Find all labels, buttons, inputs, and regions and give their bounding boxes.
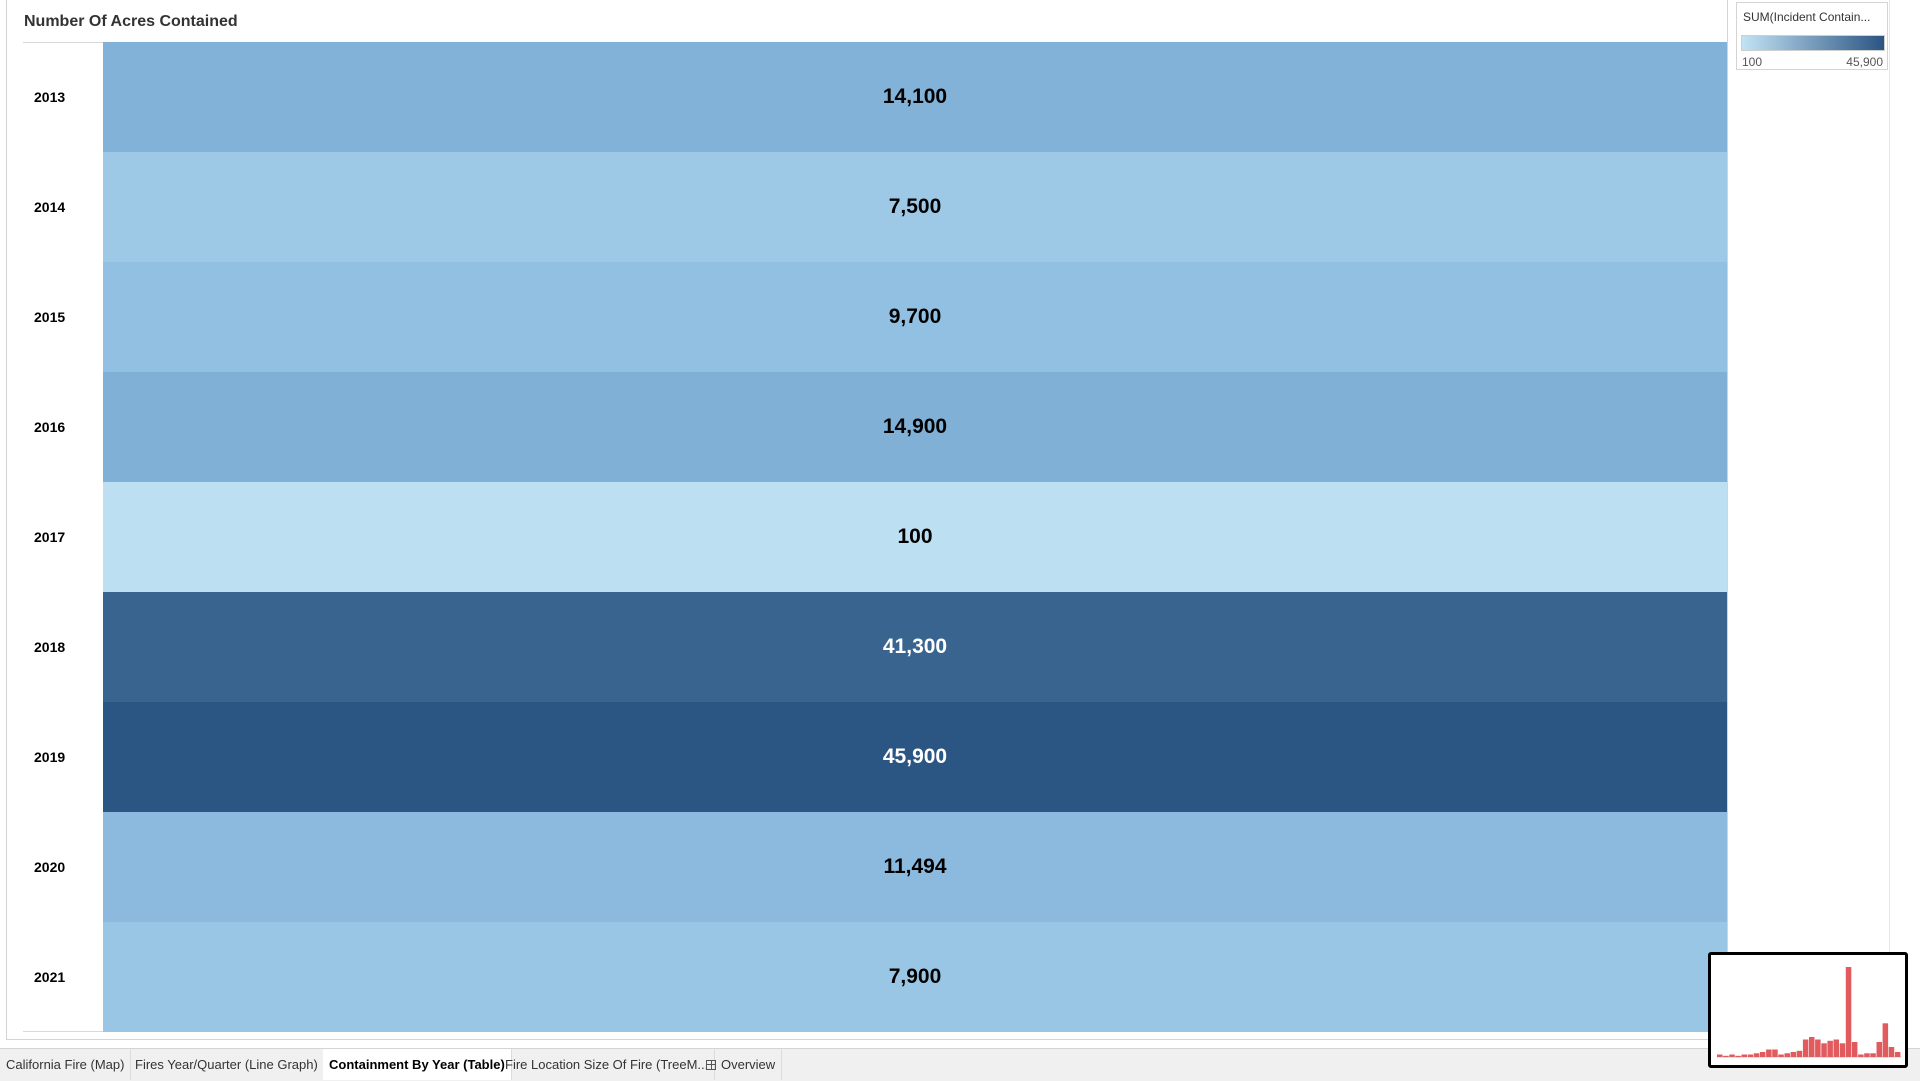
thumbnail-bar [1870,1053,1876,1058]
row-header-column: 2013 2014 2015 2016 2017 2018 2019 2020 2021 [23,42,103,1032]
worksheet-view: Number Of Acres Contained 2013 2014 2015 20… [6,0,1728,1040]
grid-icon [706,1059,716,1070]
thumbnail-bar [1888,1047,1895,1057]
row-header-year[interactable]: 2016 [34,419,66,435]
thumbnail-bar [1864,1053,1870,1058]
row-header-year[interactable]: 2019 [34,749,66,765]
table-cell-value[interactable]: 9,700 [103,262,1727,372]
thumbnail-bar [1735,1055,1741,1058]
thumbnail-bar [1845,967,1852,1057]
thumbnail-bar [1766,1049,1772,1057]
thumbnail-bar [1815,1039,1821,1057]
row-header-year[interactable]: 2018 [34,639,66,655]
thumbnail-bar [1802,1039,1809,1057]
table-cell-value[interactable]: 7,500 [103,152,1727,262]
tab-label: California Fire (Map) [6,1057,125,1072]
thumbnail-bar [1894,1052,1901,1057]
row-header-year[interactable]: 2015 [34,309,66,325]
tab-california-fire-map[interactable]: California Fire (Map) [0,1049,132,1080]
tab-label: Fires Year/Quarter (Line Graph) [135,1057,318,1072]
sheet-tab-bar: California Fire (Map) Fires Year/Quarter… [0,1048,1920,1081]
thumbnail-bar [1851,1042,1858,1057]
pane-divider [1889,0,1890,1040]
thumbnail-bar [1833,1039,1839,1057]
thumbnail-bar [1839,1043,1846,1058]
tab-label: Containment By Year (Table) [329,1057,505,1072]
color-legend[interactable]: SUM(Incident Contain... 100 45,900 [1736,2,1888,70]
thumbnail-bar [1717,1054,1723,1057]
thumbnail-bar [1821,1043,1827,1058]
thumbnail-bar [1827,1040,1833,1058]
thumbnail-bar [1809,1037,1815,1057]
row-header-year[interactable]: 2014 [34,199,66,215]
thumbnail-bar [1753,1053,1760,1058]
table-cell-value[interactable]: 41,300 [103,592,1727,702]
thumbnail-bar [1741,1054,1747,1057]
table-cell-value[interactable]: 14,900 [103,372,1727,482]
row-header-year[interactable]: 2020 [34,859,66,875]
tab-overview[interactable]: Overview [700,1049,783,1080]
tab-label: Overview [721,1057,776,1072]
thumbnail-bar [1796,1050,1803,1058]
thumbnail-bar [1772,1049,1778,1057]
thumbnail-bar [1876,1042,1882,1057]
highlight-table: 2013 2014 2015 2016 2017 2018 2019 2020 2021 14,… [17,42,1727,1034]
thumbnail-bar [1759,1052,1766,1057]
tab-containment-by-year[interactable]: Containment By Year (Table) [323,1049,512,1080]
thumbnail-chart [1717,967,1901,1058]
row-header-year[interactable]: 2017 [34,529,66,545]
tab-fires-year-quarter[interactable]: Fires Year/Quarter (Line Graph) [129,1049,325,1080]
tab-fire-location-size[interactable]: Fire Location Size Of Fire (TreeM... [499,1049,716,1080]
table-cell-value[interactable]: 45,900 [103,702,1727,812]
sheet-thumbnail-preview[interactable] [1708,952,1908,1068]
thumbnail-bar [1858,1054,1864,1057]
row-header-year[interactable]: 2021 [34,969,66,985]
sheet-title: Number Of Acres Contained [24,13,238,30]
thumbnail-bar [1778,1054,1784,1057]
thumbnail-bar [1790,1052,1797,1057]
table-cell-value[interactable]: 14,100 [103,42,1727,152]
thumbnail-bar [1882,1023,1889,1058]
legend-color-ramp [1741,35,1885,51]
table-cell-value[interactable]: 7,900 [103,922,1727,1032]
legend-title: SUM(Incident Contain... [1743,10,1871,24]
thumbnail-bar [1723,1055,1729,1058]
thumbnail-bar [1729,1054,1735,1057]
tab-label: Fire Location Size Of Fire (TreeM... [505,1057,709,1072]
row-header-year[interactable]: 2013 [34,89,66,105]
legend-min-label: 100 [1742,55,1763,69]
table-cell-value[interactable]: 11,494 [103,812,1727,922]
thumbnail-bar [1747,1054,1754,1057]
thumbnail-bar [1784,1053,1790,1058]
legend-max-label: 45,900 [1846,55,1883,69]
table-cell-value[interactable]: 100 [103,482,1727,592]
